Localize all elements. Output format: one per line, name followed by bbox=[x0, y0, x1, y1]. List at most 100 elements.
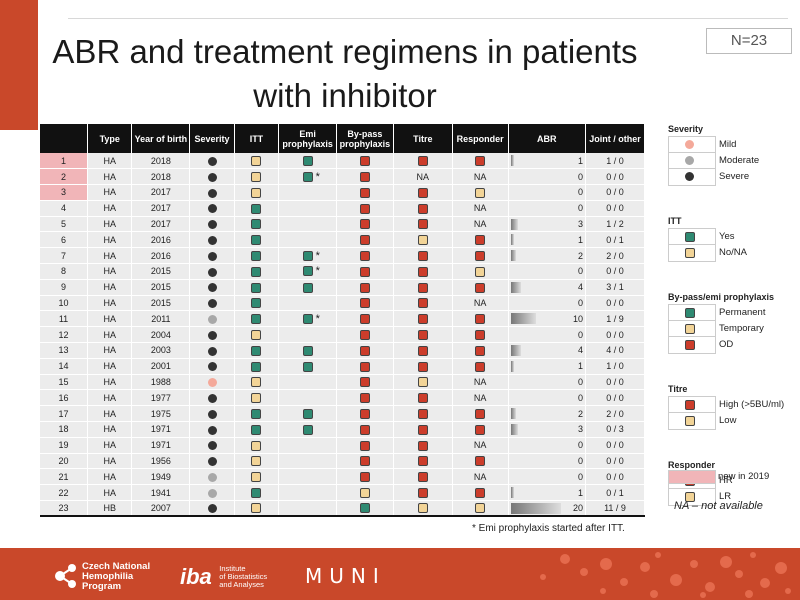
od-square-icon bbox=[359, 472, 370, 483]
cell-emi bbox=[278, 326, 338, 344]
abr-bar bbox=[510, 408, 516, 420]
legend-label-severe: Severe bbox=[719, 171, 750, 182]
cell-itt bbox=[234, 437, 280, 454]
year-of-birth: 2018 bbox=[150, 155, 171, 166]
od-square-icon bbox=[359, 440, 370, 451]
yes-square-icon bbox=[302, 155, 313, 166]
cell-type: HA bbox=[87, 295, 133, 312]
cell-type: HA bbox=[87, 389, 133, 407]
cell-abr: 1 bbox=[508, 358, 587, 375]
cell-joint: 1 / 2 bbox=[585, 216, 645, 233]
abr-value: 3 bbox=[578, 424, 584, 435]
hemophilia-type: HA bbox=[103, 361, 116, 372]
cell-bypass bbox=[336, 500, 394, 518]
cell-year: 1975 bbox=[131, 405, 191, 423]
cell-abr: 1 bbox=[508, 153, 587, 170]
cell-titre bbox=[393, 216, 453, 233]
cell-patient-number: 23 bbox=[40, 500, 89, 518]
no_na-square-icon bbox=[251, 377, 262, 388]
cell-patient-number: 8 bbox=[40, 263, 89, 280]
hr-square-icon bbox=[475, 282, 486, 293]
legend-severity-title: Severity bbox=[668, 124, 704, 134]
temporary-square-icon bbox=[685, 324, 695, 334]
network-dot bbox=[750, 552, 756, 558]
yes-square-icon bbox=[251, 314, 262, 325]
abr-value: 3 bbox=[578, 219, 584, 230]
patient-number: 14 bbox=[58, 361, 69, 372]
hemophilia-type: HA bbox=[103, 471, 116, 482]
cell-itt bbox=[234, 231, 280, 249]
cell-type: HA bbox=[87, 279, 133, 296]
yes-square-icon bbox=[302, 361, 313, 372]
cell-abr: 1 bbox=[508, 231, 587, 249]
joint-other: 1 / 2 bbox=[606, 219, 624, 230]
cell-year: 2015 bbox=[131, 279, 191, 296]
cell-severity bbox=[189, 468, 235, 486]
cell-year: 1941 bbox=[131, 484, 191, 502]
table-header-row: Type Year of birth Severity ITT Emi prop… bbox=[40, 124, 645, 153]
cell-bypass bbox=[336, 374, 394, 391]
cell-type: HA bbox=[87, 310, 133, 328]
joint-other: 0 / 0 bbox=[606, 377, 624, 388]
patient-number: 15 bbox=[58, 377, 69, 388]
abr-bar bbox=[510, 155, 514, 166]
emi-star: * bbox=[315, 170, 320, 183]
hemophilia-type: HA bbox=[103, 424, 116, 435]
hr-square-icon bbox=[475, 456, 486, 467]
high-square-icon bbox=[417, 472, 428, 483]
table-row: 22 HA 1941 1 0 / 1 bbox=[40, 484, 645, 502]
hr-square-icon bbox=[475, 487, 486, 498]
joint-other: 2 / 0 bbox=[606, 408, 624, 419]
no_na-square-icon bbox=[251, 456, 262, 467]
emi-marker bbox=[293, 408, 323, 419]
cell-year: 2016 bbox=[131, 231, 191, 249]
hemophilia-type: HA bbox=[103, 377, 116, 388]
cell-type: HA bbox=[87, 326, 133, 344]
cell-itt bbox=[234, 421, 280, 438]
cell-emi bbox=[278, 374, 338, 391]
cell-year: 2001 bbox=[131, 358, 191, 375]
abr-value: 0 bbox=[578, 377, 584, 388]
cell-responder bbox=[452, 310, 509, 328]
responder-na: NA bbox=[473, 471, 487, 482]
abr-value: 2 bbox=[578, 408, 584, 419]
cell-abr: 4 bbox=[508, 342, 587, 359]
severe-dot-icon bbox=[207, 330, 217, 340]
cell-titre bbox=[393, 200, 453, 217]
joint-other: 0 / 0 bbox=[606, 440, 624, 451]
header-bypass: By-pass prophylaxis bbox=[336, 124, 394, 153]
high-square-icon bbox=[417, 393, 428, 404]
joint-other: 2 / 0 bbox=[606, 250, 624, 261]
yes-square-icon bbox=[302, 313, 313, 324]
high-square-icon bbox=[417, 456, 428, 467]
high-square-icon bbox=[417, 424, 428, 435]
hr-square-icon bbox=[475, 408, 486, 419]
cell-abr: 0 bbox=[508, 200, 587, 217]
table-row: 18 HA 1971 3 0 / 3 bbox=[40, 421, 645, 438]
cell-bypass bbox=[336, 358, 394, 375]
responder-na: NA bbox=[473, 298, 487, 309]
cell-emi bbox=[278, 231, 338, 249]
year-of-birth: 2018 bbox=[150, 171, 171, 182]
cell-joint: 0 / 0 bbox=[585, 326, 645, 344]
cell-type: HA bbox=[87, 231, 133, 249]
cell-year: 1949 bbox=[131, 468, 191, 486]
cell-patient-number: 22 bbox=[40, 484, 89, 502]
iba-line-3: and Analyses bbox=[219, 580, 264, 589]
cell-type: HA bbox=[87, 468, 133, 486]
year-of-birth: 1971 bbox=[150, 424, 171, 435]
cell-severity bbox=[189, 200, 235, 217]
cell-itt bbox=[234, 500, 280, 518]
table-row: 17 HA 1975 2 2 / 0 bbox=[40, 405, 645, 423]
cell-severity bbox=[189, 231, 235, 249]
cell-responder bbox=[452, 326, 509, 344]
severe-dot-icon bbox=[207, 409, 217, 419]
permanent-square-icon bbox=[359, 503, 370, 514]
high-square-icon bbox=[417, 155, 428, 166]
table-row: 7 HA 2016 * 2 2 / 0 bbox=[40, 247, 645, 265]
cell-abr: 0 bbox=[508, 453, 587, 470]
cell-itt bbox=[234, 263, 280, 280]
year-of-birth: 1988 bbox=[150, 377, 171, 388]
cell-patient-number: 9 bbox=[40, 279, 89, 296]
legend-label-permanent: Permanent bbox=[719, 307, 766, 318]
